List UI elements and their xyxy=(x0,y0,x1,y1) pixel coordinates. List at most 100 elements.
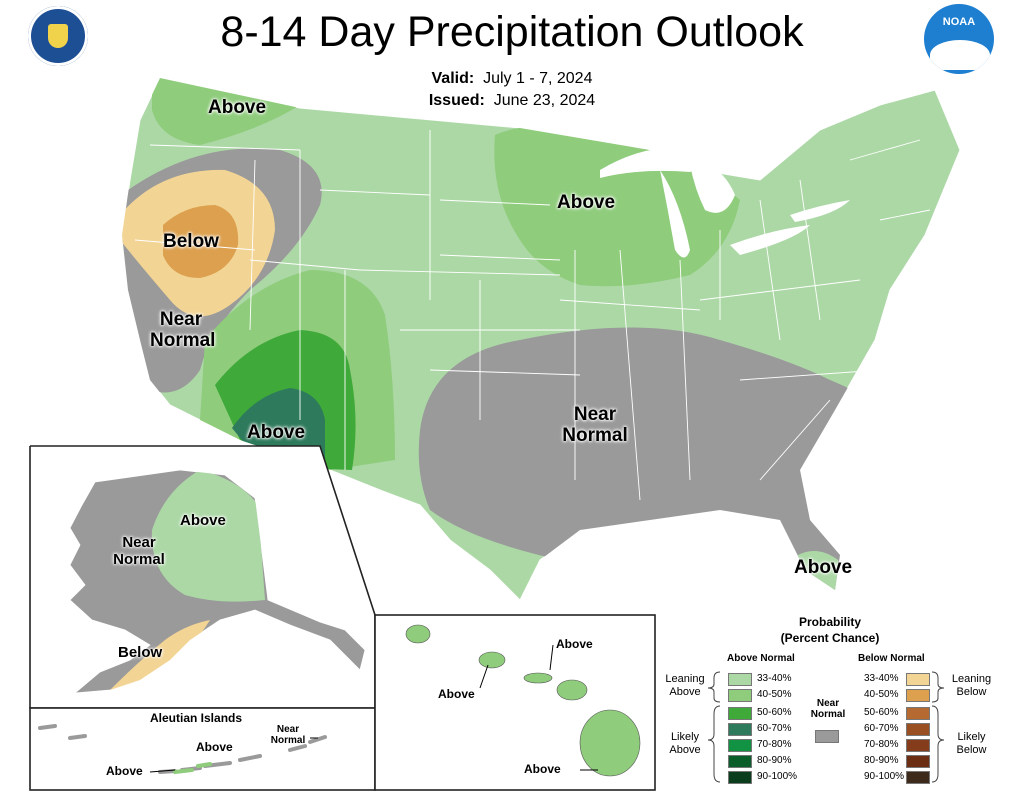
label-south-normal: Normal xyxy=(562,424,628,446)
label-west-normal: Normal xyxy=(150,329,216,351)
legend-swatch-below-33-40 xyxy=(906,673,930,686)
noaa-wave-icon xyxy=(930,40,990,70)
legend-above-normal-header: Above Normal xyxy=(727,653,795,664)
island-molokai xyxy=(523,672,553,684)
legend-below-label-4: 60-70% xyxy=(864,723,899,734)
label-hi-above-2: Above xyxy=(556,637,593,651)
legend-below-brackets xyxy=(931,671,945,783)
legend-likely-below-2: Below xyxy=(956,743,987,756)
label-south-near-normal: Near Normal xyxy=(555,404,635,447)
legend-swatch-above-50-60 xyxy=(728,707,752,720)
legend-likely-above-1: Likely xyxy=(670,731,700,743)
legend-swatch-near-normal xyxy=(815,730,839,743)
label-west-below: Below xyxy=(163,231,219,252)
legend-likely-below-1: Likely xyxy=(957,731,986,743)
legend-likely-above-2: Above xyxy=(669,743,701,756)
legend-likely-above: Likely Above xyxy=(660,731,710,756)
label-west-near-normal: Near Normal xyxy=(150,309,216,352)
label-west-near: Near xyxy=(159,309,203,330)
legend-above-label-2: 40-50% xyxy=(757,689,792,700)
legend-below-label-2: 40-50% xyxy=(864,689,899,700)
aleutian-inset xyxy=(29,707,376,791)
legend-below-label-3: 50-60% xyxy=(864,707,899,718)
island-oahu xyxy=(478,651,506,669)
aleutian-leader-lines xyxy=(149,737,318,773)
legend-swatch-above-33-40 xyxy=(728,673,752,686)
island-kauai xyxy=(405,624,431,644)
legend-leaning-below-2: Below xyxy=(956,685,987,698)
valid-dates: Valid: July 1 - 7, 2024 xyxy=(0,70,1024,88)
legend-leaning-above-2: Above xyxy=(669,685,701,698)
legend-swatch-below-90-100 xyxy=(906,771,930,784)
label-ak-below: Below xyxy=(118,644,163,661)
label-ne-above: Above xyxy=(557,192,616,213)
legend-title-1: Probability xyxy=(798,615,861,629)
island-maui xyxy=(556,679,588,701)
issued-value: June 23, 2024 xyxy=(493,92,596,109)
legend-swatch-above-40-50 xyxy=(728,689,752,702)
legend-likely-below: Likely Below xyxy=(944,731,999,756)
alaska-below-zone xyxy=(110,620,210,690)
valid-value: July 1 - 7, 2024 xyxy=(483,70,593,87)
label-fl-above: Above xyxy=(794,557,853,578)
legend-swatch-above-70-80 xyxy=(728,739,752,752)
issued-label: Issued: xyxy=(428,92,485,109)
legend-above-label-4: 60-70% xyxy=(757,723,792,734)
legend-swatch-below-80-90 xyxy=(906,755,930,768)
legend-swatch-below-70-80 xyxy=(906,739,930,752)
legend-above-brackets xyxy=(707,671,721,783)
great-lakes xyxy=(600,147,850,258)
legend-swatch-above-90-100 xyxy=(728,771,752,784)
noaa-logo: NOAA xyxy=(924,4,994,74)
legend-above-label-3: 50-60% xyxy=(757,707,792,718)
legend-above-label-7: 90-100% xyxy=(757,771,798,782)
aleutian-inset-border xyxy=(29,707,376,791)
noaa-wordmark: NOAA xyxy=(942,16,976,28)
legend-leaning-below: Leaning Below xyxy=(944,673,999,698)
legend-near-normal-label: Near Normal xyxy=(808,698,848,720)
label-ak-near-normal: Near Normal xyxy=(108,534,170,568)
legend-leaning-above-1: Leaning xyxy=(665,673,705,685)
legend-below-label-1: 33-40% xyxy=(864,673,899,684)
label-ak-normal: Normal xyxy=(113,550,165,568)
legend-near-line1: Near xyxy=(816,698,840,709)
legend-below-label-7: 90-100% xyxy=(864,771,905,782)
label-aleutian-above-1: Above xyxy=(106,764,143,778)
label-south-near: Near xyxy=(573,404,617,425)
page-title: 8-14 Day Precipitation Outlook xyxy=(220,8,804,56)
issued-date: Issued: June 23, 2024 xyxy=(0,92,1024,110)
legend-above-label-1: 33-40% xyxy=(757,673,792,684)
legend-below-label-6: 80-90% xyxy=(864,755,899,766)
conus-below-40-50 xyxy=(163,205,239,278)
legend-title-2: (Percent Chance) xyxy=(780,631,880,645)
legend-swatch-below-50-60 xyxy=(906,707,930,720)
legend-leaning-above: Leaning Above xyxy=(660,673,710,698)
conus-region xyxy=(121,77,961,601)
legend-near-line2: Normal xyxy=(810,709,846,720)
label-ak-near: Near xyxy=(122,534,156,551)
legend-swatch-above-60-70 xyxy=(728,723,752,736)
legend-below-label-5: 70-80% xyxy=(864,739,899,750)
label-aleutian-near-normal: Near Normal xyxy=(266,724,310,746)
alaska-above-zone xyxy=(151,470,265,602)
state-boundaries xyxy=(134,130,931,501)
seal-emblem-icon xyxy=(48,24,68,48)
label-hi-above-1: Above xyxy=(438,687,475,701)
legend-swatch-below-60-70 xyxy=(906,723,930,736)
legend-above-label-5: 70-80% xyxy=(757,739,792,750)
alaska-inset xyxy=(29,445,376,709)
hawaii-leader-lines xyxy=(479,644,598,771)
hawaii-inset xyxy=(374,614,656,791)
island-hawaii xyxy=(579,709,641,777)
department-of-commerce-seal xyxy=(28,6,88,66)
legend-swatch-above-80-90 xyxy=(728,755,752,768)
legend-above-label-6: 80-90% xyxy=(757,755,792,766)
label-sw-above: Above xyxy=(247,422,306,443)
label-hi-above-3: Above xyxy=(524,762,561,776)
legend-swatch-below-40-50 xyxy=(906,689,930,702)
label-ak-above: Above xyxy=(180,512,226,529)
legend-below-normal-header: Below Normal xyxy=(858,653,925,664)
conus-above-nw xyxy=(152,78,300,145)
label-aleutian-normal: Normal xyxy=(270,735,306,746)
